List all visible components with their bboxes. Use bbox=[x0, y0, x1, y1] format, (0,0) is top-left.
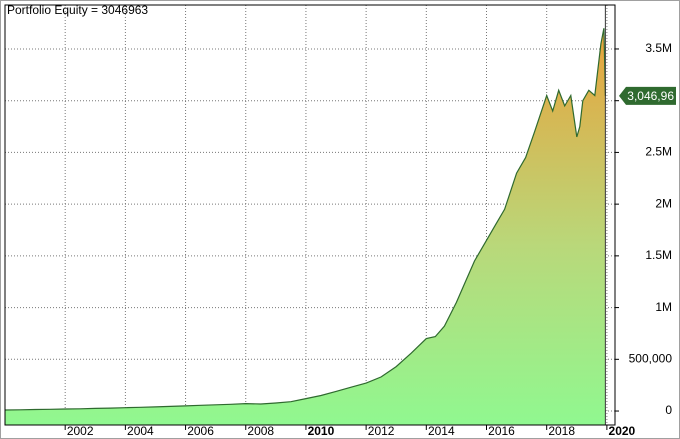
plot-border bbox=[4, 4, 616, 426]
x-tick-label: 2014 bbox=[428, 424, 455, 438]
y-tick-label: 500,000 bbox=[629, 351, 673, 365]
y-tick-label: 2.5M bbox=[645, 145, 672, 159]
x-tick-label: 2012 bbox=[368, 424, 395, 438]
y-tick-label: 0 bbox=[665, 403, 672, 417]
x-tick-label: 2002 bbox=[67, 424, 94, 438]
equity-area bbox=[5, 28, 606, 426]
x-tick-label: 2018 bbox=[548, 424, 575, 438]
y-tick-label: 2M bbox=[655, 196, 672, 210]
chart-title: Portfolio Equity = 3046963 bbox=[7, 3, 148, 17]
y-tick-label: 3.5M bbox=[645, 41, 672, 55]
x-tick-label: 2010 bbox=[308, 424, 335, 438]
last-value-label: 3,046,96 bbox=[627, 89, 674, 103]
y-tick-label: 1.5M bbox=[645, 248, 672, 262]
x-tick-label: 2008 bbox=[247, 424, 274, 438]
y-tick-label: 1M bbox=[655, 300, 672, 314]
equity-line bbox=[4, 28, 606, 411]
x-tick-label: 2006 bbox=[187, 424, 214, 438]
plot-area bbox=[4, 5, 615, 426]
last-value-box bbox=[619, 86, 676, 105]
x-tick-label: 2016 bbox=[488, 424, 515, 438]
x-tick-label: 2020 bbox=[609, 424, 636, 438]
x-tick-label: 2004 bbox=[127, 424, 154, 438]
